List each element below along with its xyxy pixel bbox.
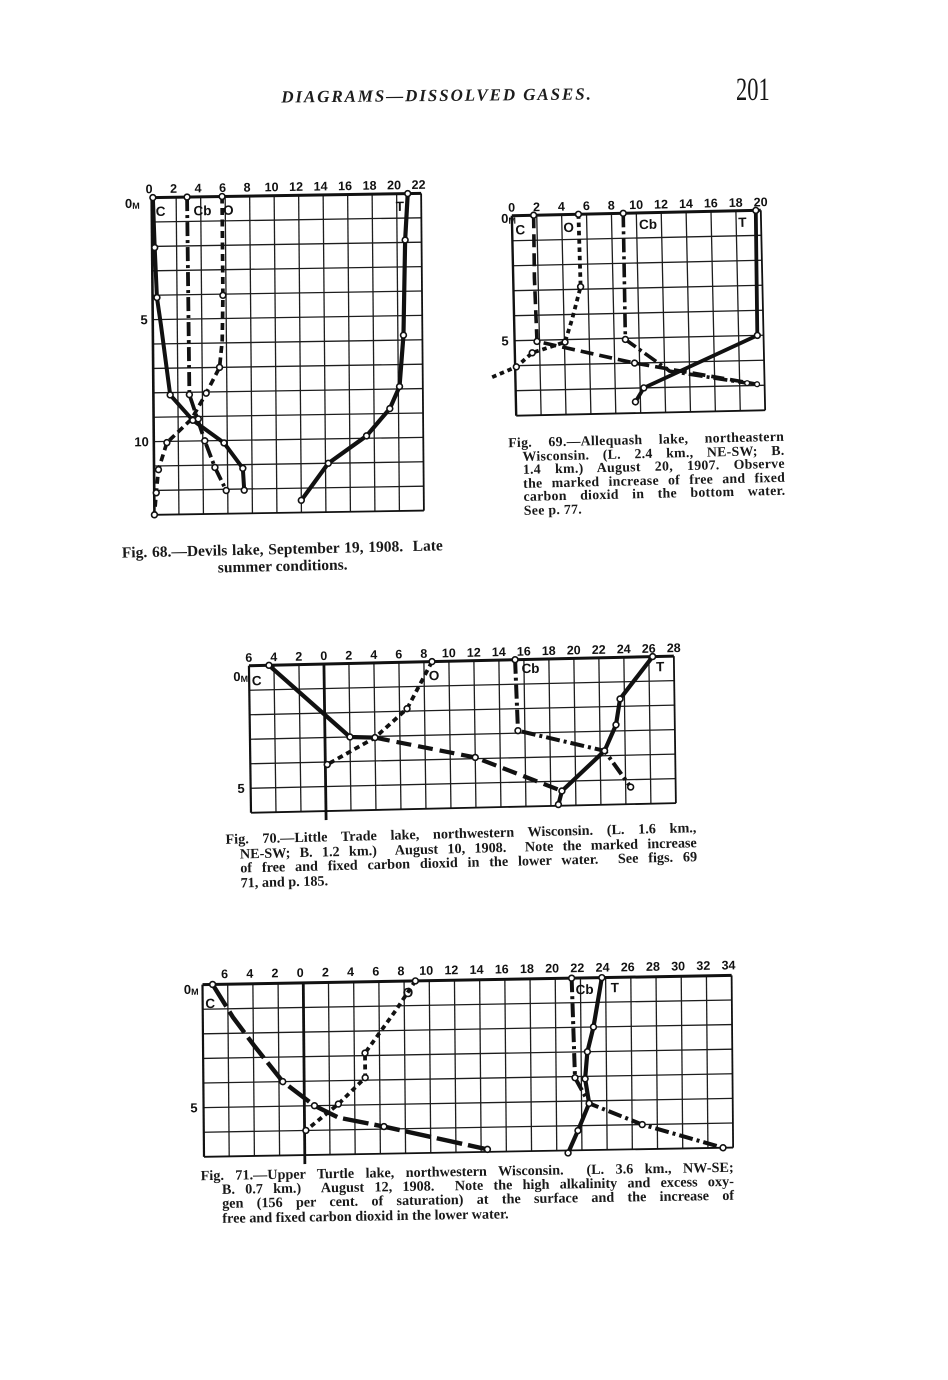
svg-text:5: 5 xyxy=(190,1100,197,1115)
svg-text:5: 5 xyxy=(501,333,509,348)
svg-text:0: 0 xyxy=(508,201,515,215)
svg-text:0M: 0M xyxy=(125,196,140,211)
svg-text:16: 16 xyxy=(704,196,718,210)
svg-text:4: 4 xyxy=(246,967,253,981)
svg-text:5: 5 xyxy=(237,781,244,796)
svg-text:O: O xyxy=(429,668,440,683)
svg-text:Cb: Cb xyxy=(193,203,211,218)
svg-text:28: 28 xyxy=(646,960,660,974)
svg-text:6: 6 xyxy=(219,181,226,195)
svg-text:4: 4 xyxy=(347,965,354,979)
svg-text:14: 14 xyxy=(679,197,693,211)
svg-text:22: 22 xyxy=(570,961,584,975)
svg-text:4: 4 xyxy=(270,650,277,664)
svg-text:2: 2 xyxy=(271,966,278,980)
svg-text:14: 14 xyxy=(470,963,484,977)
svg-text:6: 6 xyxy=(245,651,252,665)
svg-text:0: 0 xyxy=(146,182,153,196)
svg-text:6: 6 xyxy=(583,199,590,213)
svg-text:C: C xyxy=(156,204,166,219)
svg-text:0: 0 xyxy=(297,966,304,980)
svg-text:12: 12 xyxy=(444,963,458,977)
svg-text:O: O xyxy=(403,985,414,1000)
svg-text:24: 24 xyxy=(596,961,610,975)
svg-text:2: 2 xyxy=(533,200,540,214)
svg-text:Cb: Cb xyxy=(639,217,657,232)
svg-text:10: 10 xyxy=(629,198,643,212)
svg-text:T: T xyxy=(396,199,405,214)
svg-text:18: 18 xyxy=(363,179,377,193)
svg-text:6: 6 xyxy=(395,647,402,661)
svg-text:18: 18 xyxy=(542,644,556,658)
svg-text:18: 18 xyxy=(520,962,534,976)
svg-text:28: 28 xyxy=(667,641,681,655)
svg-text:16: 16 xyxy=(517,644,531,658)
svg-text:20: 20 xyxy=(567,643,581,657)
svg-text:24: 24 xyxy=(617,642,631,656)
svg-text:Cb: Cb xyxy=(521,661,539,676)
svg-text:Cb: Cb xyxy=(575,982,593,997)
svg-text:C: C xyxy=(205,996,215,1011)
svg-text:14: 14 xyxy=(492,645,506,659)
svg-text:6: 6 xyxy=(221,967,228,981)
svg-text:32: 32 xyxy=(696,959,710,973)
svg-text:22: 22 xyxy=(412,178,426,192)
svg-text:20: 20 xyxy=(387,178,401,192)
svg-text:8: 8 xyxy=(244,181,251,195)
svg-text:12: 12 xyxy=(467,646,481,660)
svg-text:0M: 0M xyxy=(233,669,248,684)
svg-text:10: 10 xyxy=(419,964,433,978)
svg-text:20: 20 xyxy=(754,195,768,209)
svg-text:8: 8 xyxy=(608,198,615,212)
svg-text:16: 16 xyxy=(495,962,509,976)
svg-text:18: 18 xyxy=(729,196,743,210)
svg-text:30: 30 xyxy=(671,959,685,973)
svg-text:4: 4 xyxy=(370,648,377,662)
svg-text:C: C xyxy=(252,673,262,688)
svg-text:C: C xyxy=(515,222,525,237)
svg-text:8: 8 xyxy=(397,964,404,978)
svg-text:T: T xyxy=(656,659,665,674)
svg-text:34: 34 xyxy=(722,958,736,972)
svg-text:4: 4 xyxy=(558,200,565,214)
svg-text:2: 2 xyxy=(322,965,329,979)
svg-text:10: 10 xyxy=(265,180,279,194)
svg-text:0M: 0M xyxy=(184,982,199,997)
svg-text:8: 8 xyxy=(420,647,427,661)
svg-text:22: 22 xyxy=(592,643,606,657)
svg-text:26: 26 xyxy=(642,642,656,656)
svg-text:O: O xyxy=(223,203,234,218)
svg-text:2: 2 xyxy=(295,650,302,664)
svg-text:10: 10 xyxy=(134,434,149,449)
svg-text:6: 6 xyxy=(372,965,379,979)
svg-text:12: 12 xyxy=(654,197,668,211)
svg-text:5: 5 xyxy=(140,312,147,327)
svg-text:T: T xyxy=(611,980,620,995)
svg-text:T: T xyxy=(738,215,747,230)
svg-text:10: 10 xyxy=(442,646,456,660)
svg-text:0: 0 xyxy=(320,649,327,663)
svg-text:2: 2 xyxy=(170,182,177,196)
svg-text:16: 16 xyxy=(338,179,352,193)
svg-text:26: 26 xyxy=(621,960,635,974)
svg-text:20: 20 xyxy=(545,961,559,975)
svg-text:4: 4 xyxy=(195,181,202,195)
svg-text:2: 2 xyxy=(345,648,352,662)
svg-text:14: 14 xyxy=(314,179,328,193)
svg-text:O: O xyxy=(563,220,574,235)
svg-text:12: 12 xyxy=(289,180,303,194)
